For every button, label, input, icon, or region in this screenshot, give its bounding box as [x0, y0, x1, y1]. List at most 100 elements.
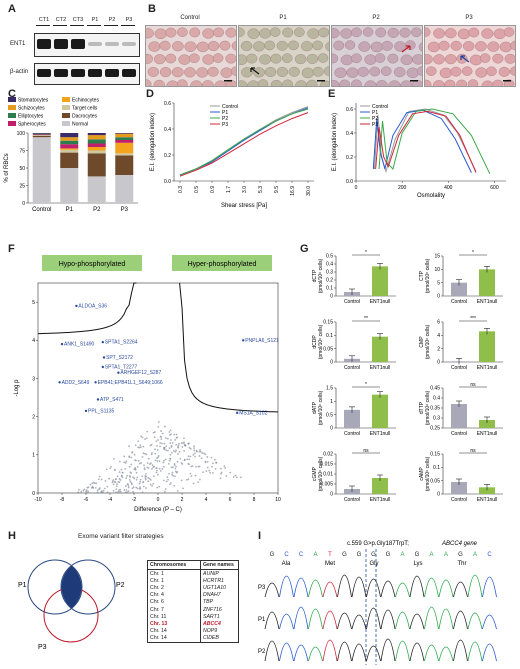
x-tick-label: -4: [108, 497, 113, 503]
series-line: [373, 108, 477, 174]
rbc-cell: [374, 53, 386, 63]
series-line: [375, 110, 477, 173]
rbc-cell: [225, 53, 236, 64]
y-tick-label: 100: [17, 131, 26, 137]
data-point: [127, 486, 130, 489]
data-point: [134, 466, 137, 469]
data-point: [234, 474, 237, 477]
y-tick-label: 2: [437, 346, 440, 352]
legend-label: Stomatocytes: [18, 98, 49, 104]
data-point: [156, 469, 158, 472]
bar-segment: [87, 153, 106, 177]
rbc-cell: [445, 28, 457, 39]
data-point: [114, 469, 116, 472]
trace-label: P3: [258, 585, 266, 591]
wb-lane-underline: [53, 25, 67, 26]
rbc-cell: [387, 53, 399, 64]
data-point: [110, 465, 113, 468]
y-tick-label: 0.0: [346, 179, 353, 185]
data-point: [223, 465, 226, 468]
y-axis-label: CMP: [419, 336, 425, 348]
legend-label: P1: [222, 110, 228, 116]
x-tick-label: 200: [398, 185, 407, 191]
data-point: [167, 478, 169, 481]
data-point: [153, 436, 156, 439]
data-point: [162, 479, 165, 482]
table-row: Chr. 14 NOP9: [148, 627, 238, 635]
y-axis-unit: (pmol/10⁶ cells): [318, 390, 324, 425]
data-point: [145, 453, 148, 456]
data-point: [143, 464, 145, 467]
data-point: [134, 459, 137, 461]
y-axis-label: dCTP: [312, 269, 318, 282]
data-point: [143, 468, 146, 471]
data-point: [206, 460, 209, 463]
actin-band: [54, 69, 68, 77]
rbc-cell: [364, 80, 377, 86]
data-point: [186, 458, 189, 461]
data-point: [119, 490, 122, 493]
rbc-cell: [439, 67, 453, 79]
sig-label: *: [365, 250, 367, 256]
hypo-box: [42, 255, 142, 271]
data-point: [129, 476, 132, 478]
y-tick-label: 2: [32, 414, 35, 420]
bar-segment: [60, 133, 79, 138]
data-point: [151, 464, 154, 467]
scale-bar: [317, 80, 325, 82]
rbc-cell: [230, 66, 236, 76]
legend-label: P1: [372, 110, 378, 116]
wb-lane-label: P3: [125, 17, 133, 23]
trace-peak: [337, 612, 352, 630]
rbc-cell: [317, 53, 329, 63]
actin-blot: [34, 63, 140, 85]
rbc-cell: [165, 53, 177, 64]
x-tick-label: 0.3: [178, 186, 184, 193]
rbc-cell: [364, 54, 377, 65]
data-point: [176, 471, 179, 473]
rbc-cell: [492, 79, 504, 86]
trace-peak: [351, 643, 367, 662]
rbc-cell: [450, 66, 462, 77]
data-point: [125, 489, 128, 491]
y-tick-label: 0: [22, 201, 25, 207]
y-tick-label: 0.15: [430, 452, 440, 458]
rbc-cell: [510, 40, 515, 51]
data-point: [160, 436, 163, 438]
bar-segment: [60, 140, 79, 145]
trace-peak: [293, 644, 309, 662]
rbc-cell: [493, 28, 506, 40]
bar-segment: [32, 135, 51, 138]
data-point: [155, 467, 158, 470]
x-tick-label: -6: [84, 497, 89, 503]
data-point: [173, 433, 176, 436]
data-point: [156, 460, 159, 462]
rbc-cell: [481, 80, 494, 86]
trace-peak: [453, 581, 468, 598]
y-tick-label: 0.02: [323, 452, 333, 458]
data-point: [157, 425, 160, 428]
venn-intersection: [61, 566, 82, 608]
y-tick-label: 0: [330, 294, 333, 300]
data-point: [143, 467, 146, 469]
rbc-cell: [406, 67, 419, 79]
rbc-cell: [509, 66, 515, 76]
data-point: [136, 476, 139, 479]
x-tick-label: 600: [490, 185, 499, 191]
panel-letter-d: D: [146, 88, 154, 100]
threshold-curve: [37, 282, 137, 335]
data-point: [169, 483, 171, 486]
rbc-cell: [276, 66, 289, 77]
rbc-cell: [239, 27, 245, 38]
bar: [451, 404, 467, 428]
trace-label: P1: [258, 617, 266, 623]
trace-peak: [308, 608, 323, 630]
amino-acid: Ala: [282, 561, 291, 567]
rbc-cell: [376, 80, 388, 86]
ent1-band: [88, 42, 102, 46]
x-tick-label: P2: [93, 207, 101, 213]
data-point: [183, 441, 186, 444]
wb-lane-underline: [121, 25, 135, 26]
data-point: [126, 491, 129, 494]
data-point: [132, 476, 135, 479]
